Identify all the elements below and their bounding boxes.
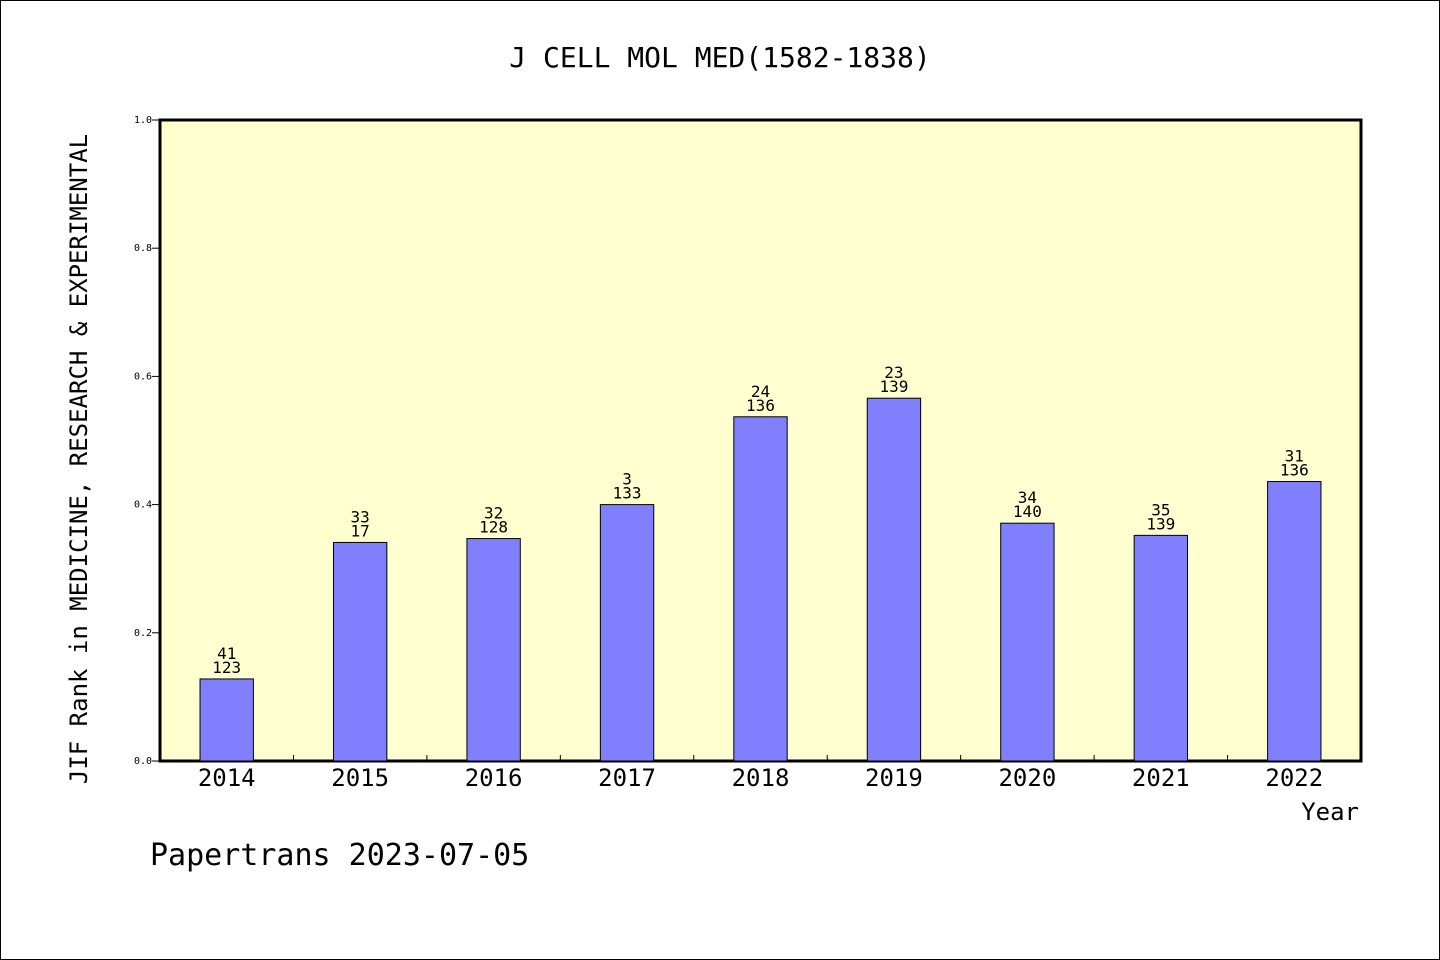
bar-label-bottom: 17 bbox=[351, 521, 370, 540]
y-axis: 0.0 0.2 0.4 0.6 0.8 1.0 bbox=[134, 115, 160, 767]
bar-label-top: 32 bbox=[484, 504, 503, 523]
footer-watermark: Papertrans 2023-07-05 bbox=[150, 838, 529, 873]
x-axis: 2014 2015 2016 2017 2018 2019 2020 2021 2022 bbox=[198, 755, 1323, 792]
bar-label-top: 35 bbox=[1151, 500, 1170, 519]
y-tick-label: 1.0 bbox=[134, 115, 152, 126]
bar-label-bottom: 140 bbox=[1013, 502, 1042, 521]
x-tick-label: 2017 bbox=[598, 764, 656, 792]
y-tick-label: 0.2 bbox=[134, 628, 152, 639]
bar-label-bottom: 128 bbox=[479, 518, 508, 537]
bar-label-bottom: 139 bbox=[1146, 514, 1175, 533]
y-tick-label: 0.6 bbox=[134, 371, 152, 382]
bar-label-bottom: 136 bbox=[1280, 461, 1309, 480]
bar bbox=[599, 504, 655, 762]
y-axis-label: JIF Rank in MEDICINE, RESEARCH & EXPERIM… bbox=[65, 134, 93, 784]
bar-label-bottom: 136 bbox=[746, 396, 775, 415]
x-tick-label: 2016 bbox=[465, 764, 523, 792]
chart-title: J CELL MOL MED(1582-1838) bbox=[509, 41, 930, 74]
bar-label-top: 34 bbox=[1018, 488, 1037, 507]
bar-label-top: 24 bbox=[751, 382, 770, 401]
bar bbox=[1133, 534, 1189, 762]
bar-label-bottom: 123 bbox=[212, 658, 241, 677]
bar-label-top: 3 bbox=[622, 470, 632, 489]
bar-label-bottom: 133 bbox=[613, 484, 642, 503]
bar bbox=[733, 416, 788, 762]
bar bbox=[332, 541, 388, 762]
x-tick-label: 2019 bbox=[865, 764, 923, 792]
y-tick-label: 0.8 bbox=[134, 243, 152, 254]
x-tick-label: 2018 bbox=[732, 764, 790, 792]
y-tick-label: 0.0 bbox=[134, 756, 152, 767]
bar-label-top: 33 bbox=[351, 507, 370, 526]
y-tick-label: 0.4 bbox=[134, 500, 152, 511]
x-axis-label: Year bbox=[1301, 798, 1359, 826]
x-tick-label: 2022 bbox=[1265, 764, 1323, 792]
x-tick-label: 2015 bbox=[331, 764, 389, 792]
bar-label-top: 41 bbox=[217, 644, 236, 663]
bar bbox=[199, 678, 254, 762]
bar-label-top: 23 bbox=[884, 363, 903, 382]
x-tick-label: 2021 bbox=[1132, 764, 1190, 792]
bar-label-top: 31 bbox=[1285, 447, 1304, 466]
x-tick-label: 2020 bbox=[998, 764, 1056, 792]
bar-label-bottom: 139 bbox=[879, 377, 908, 396]
x-tick-label: 2014 bbox=[198, 764, 256, 792]
bar bbox=[1267, 481, 1322, 762]
bar bbox=[1000, 522, 1055, 762]
bar bbox=[466, 538, 521, 762]
bar bbox=[866, 397, 922, 762]
